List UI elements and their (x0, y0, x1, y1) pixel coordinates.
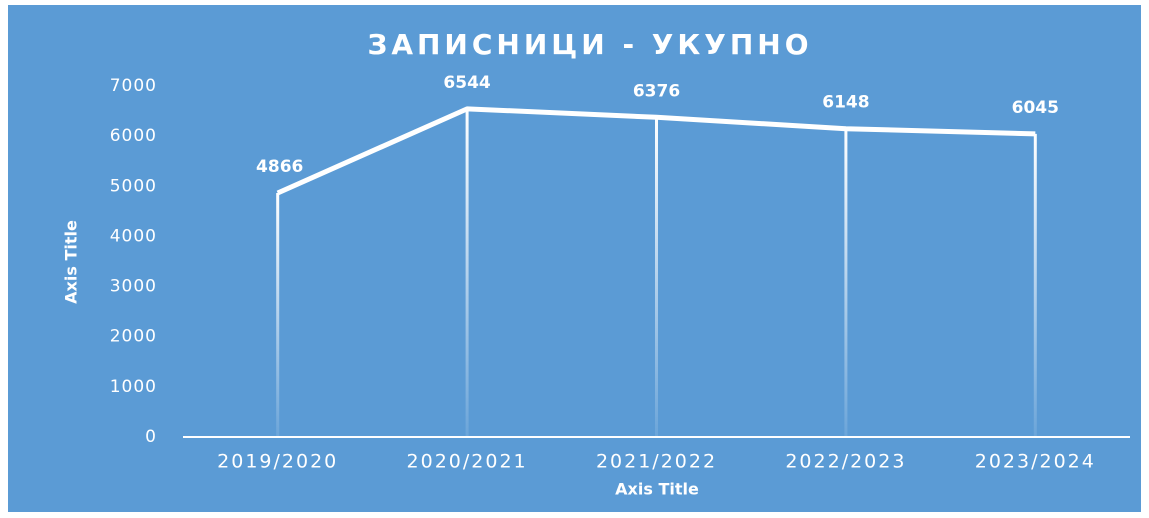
x-tick-label: 2022/2023 (785, 451, 906, 473)
y-tick-label: 1000 (110, 377, 157, 397)
x-tick-label: 2020/2021 (407, 451, 528, 473)
y-tick-label: 4000 (110, 226, 157, 246)
data-label: 4866 (256, 157, 303, 177)
drop-line (465, 108, 469, 437)
y-tick-label: 6000 (110, 126, 157, 146)
chart-background (8, 5, 1141, 512)
y-tick-label: 7000 (110, 76, 157, 96)
data-label: 6544 (443, 73, 490, 93)
drop-line (655, 117, 658, 437)
y-axis-title: Axis Title (62, 220, 81, 304)
data-label: 6148 (822, 93, 869, 113)
data-label: 6376 (633, 81, 680, 101)
x-tick-label: 2023/2024 (975, 451, 1096, 473)
y-tick-label: 5000 (110, 176, 157, 196)
x-axis-title: Axis Title (615, 480, 699, 499)
chart-title: ЗАПИСНИЦИ - УКУПНО (367, 28, 812, 61)
drop-line (844, 128, 848, 437)
data-label: 6045 (1012, 98, 1059, 118)
drop-line (1033, 133, 1037, 438)
y-tick-label: 2000 (110, 327, 157, 347)
x-tick-label: 2019/2020 (217, 451, 338, 473)
y-tick-label: 3000 (110, 277, 157, 297)
x-tick-label: 2021/2022 (596, 451, 717, 473)
y-tick-label: 0 (145, 427, 157, 447)
line-series (276, 106, 1036, 196)
drop-line (276, 193, 280, 437)
